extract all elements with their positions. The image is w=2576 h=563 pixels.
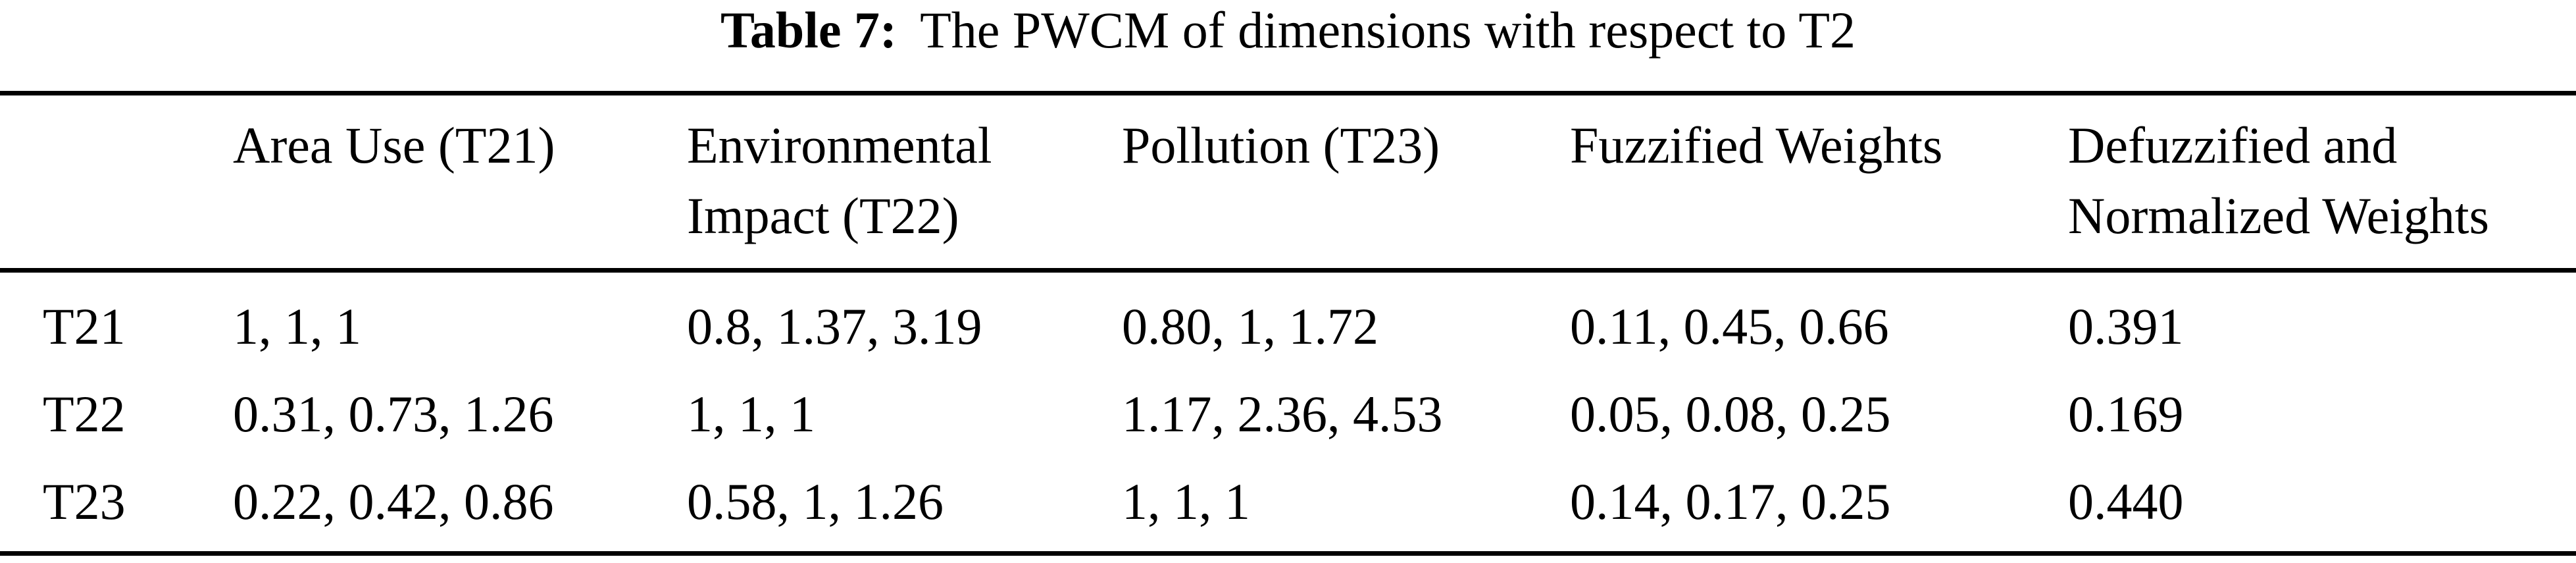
- header-line: Defuzzified and: [2068, 117, 2398, 174]
- column-header-fuzzified-weights: Fuzzified Weights: [1570, 94, 2068, 271]
- table-row-t23: T23 0.22, 0.42, 0.86 0.58, 1, 1.26 1, 1,…: [0, 458, 2576, 554]
- column-header-defuzzified-normalized-weights: Defuzzified and Normalized Weights: [2068, 94, 2576, 271]
- table-cell: 0.05, 0.08, 0.25: [1570, 385, 1891, 442]
- table-cell: 1, 1, 1: [233, 298, 361, 355]
- table-caption: Table 7: The PWCM of dimensions with resp…: [0, 0, 2576, 61]
- header-line: Fuzzified Weights: [1570, 117, 1943, 174]
- table-caption-text: The PWCM of dimensions with respect to T…: [920, 1, 1856, 59]
- row-label: T23: [43, 473, 126, 530]
- table-row-t21: T21 1, 1, 1 0.8, 1.37, 3.19 0.80, 1, 1.7…: [0, 271, 2576, 371]
- column-header-environmental-impact: Environmental Impact (T22): [687, 94, 1122, 271]
- table-cell: 1, 1, 1: [1122, 473, 1250, 530]
- table-cell: 0.11, 0.45, 0.66: [1570, 298, 1889, 355]
- table-cell: 1, 1, 1: [687, 385, 815, 442]
- row-label: T21: [43, 298, 126, 355]
- table-caption-label: Table 7:: [720, 1, 897, 59]
- table-cell: 0.14, 0.17, 0.25: [1570, 473, 1891, 530]
- table-cell: 0.440: [2068, 473, 2184, 530]
- pwcm-table: Area Use (T21) Environmental Impact (T22…: [0, 91, 2576, 556]
- table-cell: 0.58, 1, 1.26: [687, 473, 944, 530]
- header-line: Area Use (T21): [233, 117, 555, 174]
- column-header-area-use: Area Use (T21): [233, 94, 687, 271]
- table-cell: 1.17, 2.36, 4.53: [1122, 385, 1443, 442]
- table-cell: 0.22, 0.42, 0.86: [233, 473, 554, 530]
- table-cell: 0.391: [2068, 298, 2184, 355]
- table-cell: 0.31, 0.73, 1.26: [233, 385, 554, 442]
- row-label: T22: [43, 385, 126, 442]
- header-line: Environmental: [687, 117, 992, 174]
- table-cell: 0.8, 1.37, 3.19: [687, 298, 982, 355]
- table-row-t22: T22 0.31, 0.73, 1.26 1, 1, 1 1.17, 2.36,…: [0, 370, 2576, 458]
- header-line: Impact (T22): [687, 187, 959, 244]
- table-cell: 0.169: [2068, 385, 2184, 442]
- header-line: Normalized Weights: [2068, 187, 2489, 244]
- column-header-pollution: Pollution (T23): [1122, 94, 1570, 271]
- header-row: Area Use (T21) Environmental Impact (T22…: [0, 94, 2576, 271]
- column-header-blank: [0, 94, 233, 271]
- table-cell: 0.80, 1, 1.72: [1122, 298, 1378, 355]
- header-line: Pollution (T23): [1122, 117, 1440, 174]
